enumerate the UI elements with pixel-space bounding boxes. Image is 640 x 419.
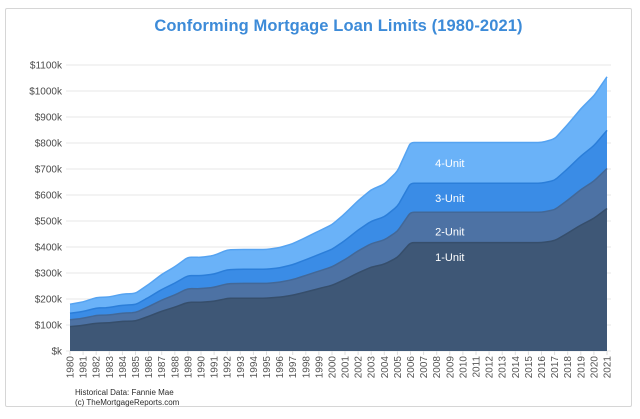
x-axis-tick-label: 1984 (118, 356, 129, 379)
x-axis-tick-label: 2005 (393, 356, 404, 379)
x-axis-tick-label: 2015 (524, 356, 535, 379)
y-axis-tick-label: $900k (35, 113, 63, 124)
x-axis-tick-label: 1997 (288, 356, 299, 379)
x-axis-tick-label: 2016 (537, 356, 548, 379)
x-axis-tick-label: 2020 (589, 356, 600, 379)
y-axis-tick-label: $500k (35, 217, 63, 228)
series-label-1-unit: 1-Unit (435, 252, 464, 264)
x-axis-tick-label: 1998 (301, 356, 312, 379)
y-axis-tick-label: $300k (35, 269, 63, 280)
x-axis-tick-label: 2007 (419, 356, 430, 379)
x-axis-tick-label: 2018 (563, 356, 574, 379)
y-axis-tick-label: $400k (35, 243, 63, 254)
x-axis-tick-label: 2013 (498, 356, 509, 379)
line-2-unit (69, 167, 608, 321)
line-3-unit (69, 129, 608, 315)
y-axis-tick-label: $1100k (30, 61, 63, 72)
x-axis-tick-label: 1994 (249, 356, 260, 379)
x-axis-tick-label: 2008 (432, 356, 443, 379)
x-axis-tick-label: 2000 (328, 356, 339, 379)
line-4-unit (69, 76, 608, 305)
x-axis-tick-label: 2014 (511, 356, 522, 379)
series-label-4-unit: 4-Unit (435, 158, 464, 170)
x-axis-tick-label: 1999 (314, 356, 325, 379)
x-axis-tick-label: 1989 (183, 356, 194, 379)
y-axis-tick-label: $k (51, 347, 63, 358)
x-axis-tick-label: 2002 (354, 356, 365, 379)
x-axis-tick-label: 1987 (157, 356, 168, 379)
x-axis-tick-label: 1981 (79, 356, 90, 379)
x-axis-tick-label: 1983 (105, 356, 116, 379)
x-axis-tick-label: 2006 (406, 356, 417, 379)
chart-footnote: Historical Data: Fannie Mae (c) TheMortg… (75, 388, 179, 407)
chart-title: Conforming Mortgage Loan Limits (1980-20… (154, 17, 523, 35)
x-axis-tick-label: 1980 (66, 356, 77, 379)
x-axis-tick-label: 1985 (131, 356, 142, 379)
line-1-unit (69, 207, 608, 328)
x-axis-tick-label: 1992 (223, 356, 234, 379)
y-axis-tick-label: $200k (35, 295, 63, 306)
x-axis-tick-label: 2021 (603, 356, 614, 379)
series-label-2-unit: 2-Unit (435, 226, 464, 238)
y-axis-tick-label: $100k (35, 321, 63, 332)
source-note: Historical Data: Fannie Mae (75, 388, 174, 397)
x-axis-tick-label: 2019 (576, 356, 587, 379)
copyright-note: (c) TheMortgageReports.com (75, 397, 180, 407)
x-axis-tick-label: 1988 (170, 356, 181, 379)
x-axis-tick-label: 1996 (275, 356, 286, 379)
x-axis-tick-label: 1995 (262, 356, 273, 379)
x-axis-tick-label: 2011 (472, 356, 483, 378)
x-axis-tick-label: 2001 (341, 356, 352, 379)
x-axis-tick-label: 1991 (210, 356, 221, 379)
y-axis-tick-label: $700k (35, 165, 63, 176)
y-axis-tick-label: $800k (35, 139, 63, 150)
x-axis-tick-label: 2010 (458, 356, 469, 379)
x-axis-tick-label: 1990 (197, 356, 208, 379)
x-axis-tick-label: 1986 (144, 356, 155, 379)
x-axis-tick-label: 1982 (92, 356, 103, 379)
area-1-unit (70, 208, 607, 351)
x-axis-tick-label: 2017 (550, 356, 561, 379)
x-axis-tick-label: 2004 (380, 356, 391, 379)
series-label-3-unit: 3-Unit (435, 193, 464, 205)
x-axis-tick-label: 1993 (236, 356, 247, 379)
x-axis-tick-label: 2012 (485, 356, 496, 379)
y-axis-tick-label: $600k (35, 191, 63, 202)
x-axis-tick-label: 2009 (445, 356, 456, 379)
x-axis-tick-label: 2003 (367, 356, 378, 379)
y-axis-tick-label: $1000k (29, 87, 63, 98)
